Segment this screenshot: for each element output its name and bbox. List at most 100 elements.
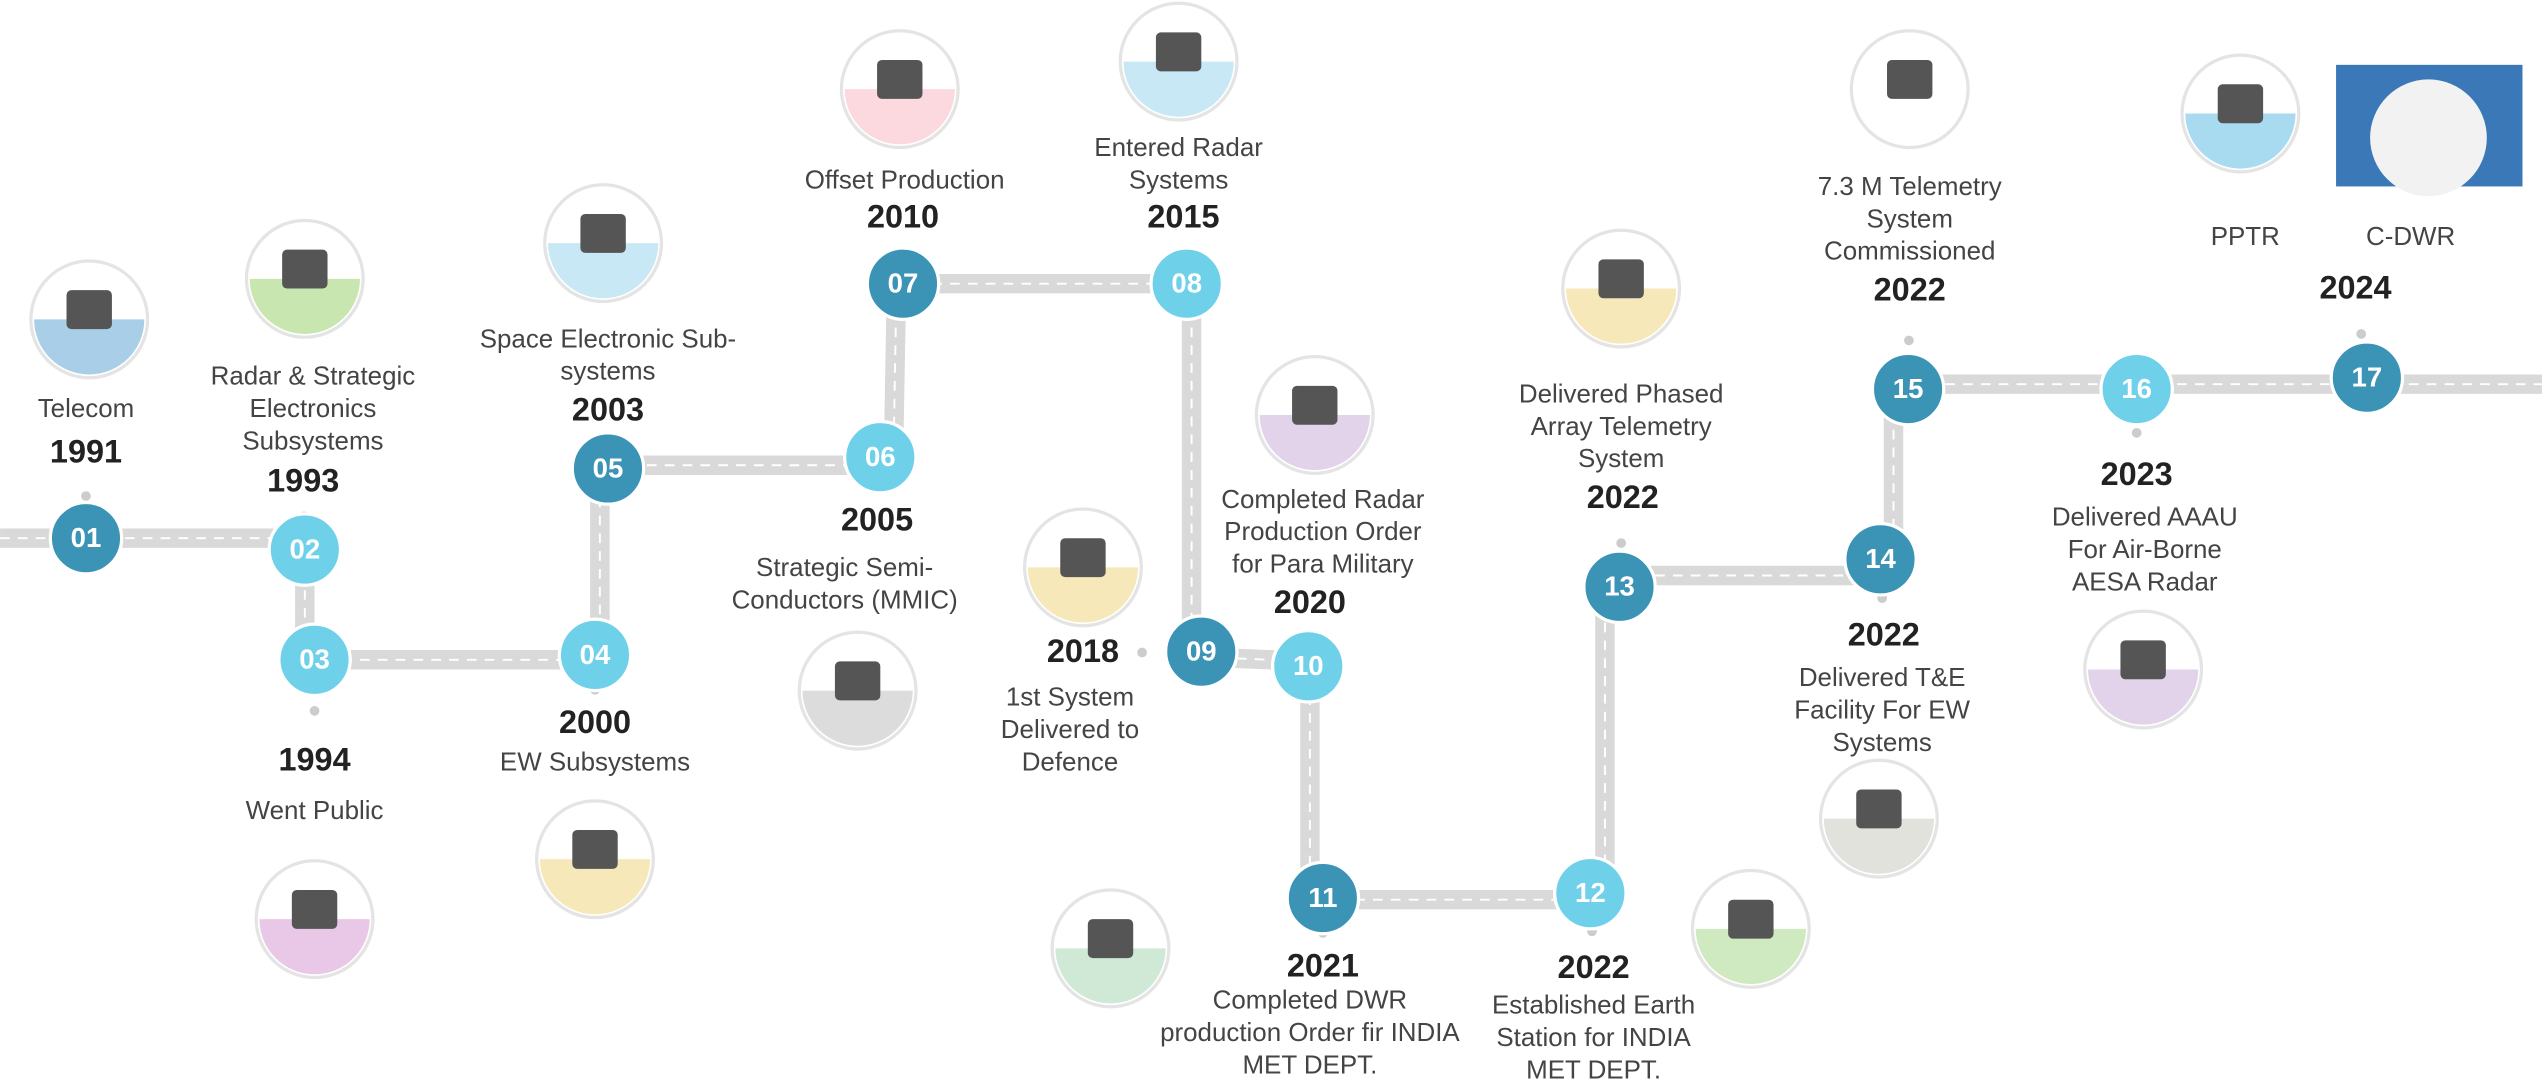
icon-glyph [572, 830, 617, 869]
year: 2000 [559, 704, 631, 740]
label-line: Established Earth [1492, 992, 1695, 1020]
icon-glyph [67, 290, 112, 329]
node-number: 12 [1575, 877, 1606, 908]
label-line: Strategic Semi- [756, 554, 933, 582]
year: 2010 [867, 198, 939, 234]
node-number: 05 [593, 452, 624, 483]
node-number: 06 [865, 441, 896, 472]
label-line: for Para Military [1232, 551, 1414, 579]
label-line: Completed Radar [1221, 486, 1425, 514]
icon-glyph [1088, 919, 1133, 958]
icon-glyph [835, 661, 880, 700]
label-line: production Order fir INDIA [1160, 1019, 1460, 1047]
node-number: 07 [888, 268, 919, 299]
node-number: 11 [1308, 882, 1337, 913]
year: 1993 [267, 463, 339, 499]
connector-dot [1137, 648, 1147, 658]
icon-glyph [877, 60, 922, 99]
label-line: Subsystems [242, 427, 383, 455]
node-number: 16 [2121, 373, 2152, 404]
icon-glyph [1598, 259, 1643, 298]
label-line: Electronics [250, 395, 377, 423]
year: 2018 [1047, 633, 1119, 669]
year: 2020 [1274, 584, 1346, 620]
milestone: 132022Delivered PhasedArray TelemetrySys… [1519, 230, 1724, 622]
year: 2003 [572, 391, 644, 427]
connector-dot [81, 491, 91, 501]
connector-dot [2132, 428, 2142, 438]
label-line: 1st System [1006, 684, 1134, 712]
label-line: Completed DWR [1213, 987, 1407, 1015]
node-number: 04 [580, 639, 611, 670]
label-line: Systems [1129, 166, 1228, 194]
label-line: Delivered T&E [1799, 664, 1966, 692]
connector-dot [1616, 538, 1626, 548]
icon-glyph [1156, 32, 1201, 71]
icon-glyph [1856, 789, 1901, 828]
label-line: systems [560, 358, 655, 386]
label-line: Production Order [1224, 518, 1422, 546]
label-line: Array Telemetry [1531, 413, 1712, 441]
node-number: 01 [71, 522, 102, 553]
label-line: EW Subsystems [500, 748, 690, 776]
label-line: Station for INDIA [1496, 1024, 1691, 1052]
label-line: 7.3 M Telemetry [1818, 173, 2002, 201]
year: 2022 [1587, 479, 1659, 515]
label-line: Radar & Strategic [211, 363, 416, 391]
year: 1991 [50, 433, 122, 469]
milestone: 082015Entered RadarSystems [1094, 3, 1263, 319]
label-line: System [1866, 205, 1952, 233]
icon-glyph [1060, 538, 1105, 577]
label-line: MET DEPT. [1242, 1052, 1377, 1079]
label-line: AESA Radar [2072, 568, 2218, 596]
cdwr-dome [2370, 79, 2487, 196]
year: 2005 [841, 502, 913, 538]
icon-glyph [2120, 640, 2165, 679]
label-line: Defence [1022, 748, 1119, 776]
node-number: 02 [290, 533, 321, 564]
label-line: Commissioned [1824, 238, 1995, 266]
label-line: For Air-Borne [2068, 536, 2222, 564]
label-line: Went Public [246, 797, 384, 825]
node-number: 15 [1893, 373, 1924, 404]
node-number: 10 [1293, 650, 1324, 681]
label-line: Delivered AAAU [2052, 504, 2238, 532]
connector-dot [2356, 329, 2366, 339]
milestone: 15 2022 7.3 M Telemetry System Commissioned [1818, 31, 2002, 425]
icon-glyph [282, 250, 327, 289]
label-line: PPTR [2211, 223, 2280, 251]
label-line: C-DWR [2366, 223, 2455, 251]
label-line: Space Electronic Sub- [480, 325, 736, 353]
year: 2024 [2319, 270, 2391, 306]
node-number: 13 [1604, 571, 1635, 602]
label-line: MET DEPT. [1526, 1056, 1661, 1079]
connector-dot [310, 706, 320, 716]
label-line: Conductors (MMIC) [732, 586, 958, 614]
year: 1994 [279, 741, 351, 777]
icon-glyph [2218, 84, 2263, 123]
label-line: Facility For EW [1794, 697, 1970, 725]
label-line: Offset Production [805, 166, 1005, 194]
milestone: 03 1994 Went Public [246, 624, 384, 977]
year: 2015 [1147, 198, 1219, 234]
milestone: 09 2018 1st System Delivered to Defence [1001, 509, 1237, 776]
icon-glyph [1887, 60, 1932, 99]
year: 2022 [1558, 949, 1630, 985]
label-line: Systems [1832, 729, 1931, 757]
year: 2023 [2101, 456, 2173, 492]
node-number: 17 [2352, 362, 2383, 393]
node-number: 03 [299, 644, 330, 675]
icon-glyph [1292, 386, 1337, 425]
node-number: 08 [1171, 268, 1202, 299]
milestone: 16 2023 Delivered AAAU For Air-Borne AESA Ra… [2052, 353, 2238, 727]
icon-glyph [580, 214, 625, 253]
node-number: 14 [1865, 543, 1896, 574]
timeline: 011991Telecom021993Radar & StrategicElec… [0, 0, 2542, 1079]
label-line: System [1578, 445, 1664, 473]
icon-glyph [1728, 900, 1773, 939]
year: 2021 [1287, 947, 1359, 983]
year: 2022 [1874, 271, 1946, 307]
label-line: Delivered to [1001, 716, 1139, 744]
node-number: 09 [1186, 636, 1217, 667]
